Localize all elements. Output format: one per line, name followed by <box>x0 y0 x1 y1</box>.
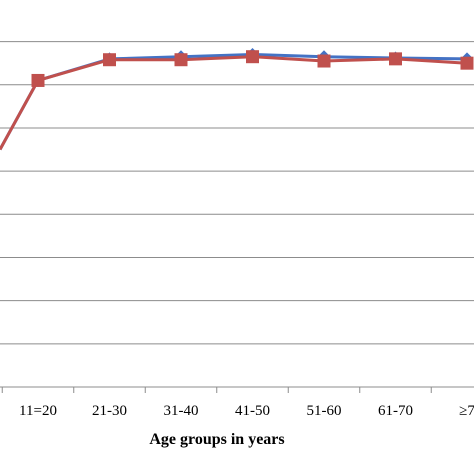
series-layer <box>0 48 474 151</box>
series-line <box>0 55 468 151</box>
x-tick-label: 41-50 <box>235 403 270 419</box>
x-tick-label: 21-30 <box>92 403 127 419</box>
data-point <box>317 54 331 68</box>
data-point <box>103 53 116 67</box>
x-axis-title: Age groups in years <box>149 431 284 448</box>
x-tick-label: 51-60 <box>307 403 342 419</box>
data-point <box>174 53 188 67</box>
data-point <box>389 52 402 66</box>
x-tick-label: 61-70 <box>378 403 413 419</box>
x-axis <box>0 386 474 393</box>
x-tick-label: 31-40 <box>164 403 199 419</box>
x-tick-label: ≥7 <box>459 403 474 419</box>
data-point <box>31 73 45 87</box>
x-tick-labels: 11=20 21-30 31-40 41-50 51-60 61-70 ≥7 <box>19 403 474 419</box>
series-2 <box>0 50 474 151</box>
data-point <box>460 56 474 70</box>
x-tick-label: 11=20 <box>19 403 57 419</box>
data-point <box>246 50 259 64</box>
